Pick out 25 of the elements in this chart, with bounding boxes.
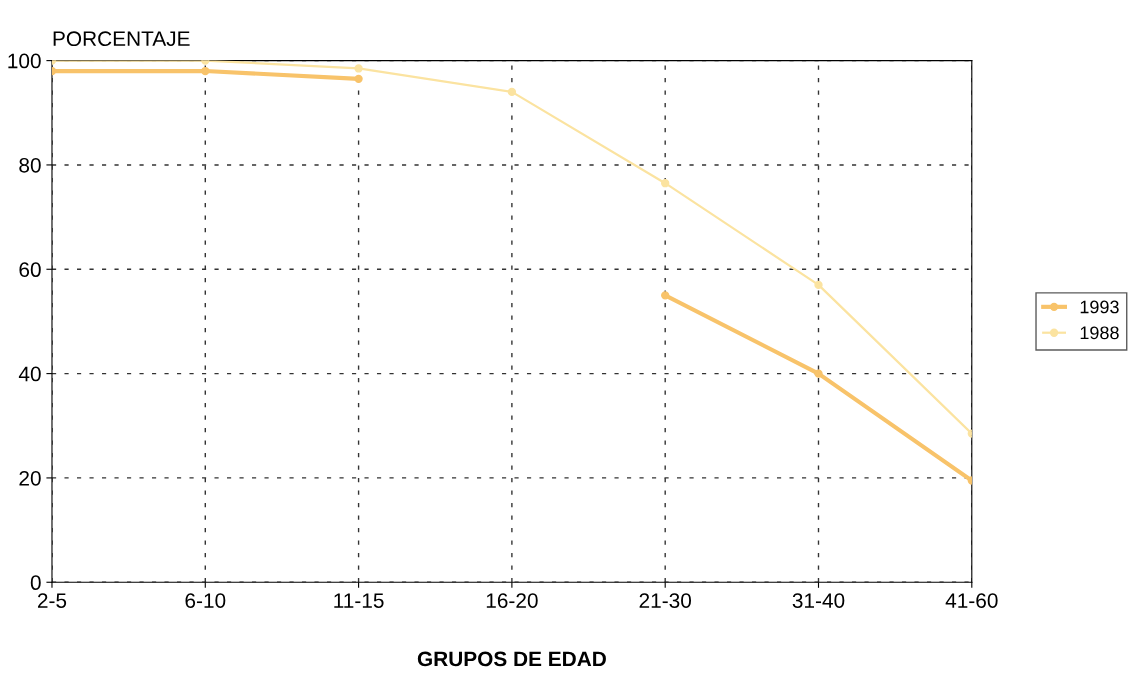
x-tick-label: 31-40 [792, 593, 845, 608]
point [507, 87, 517, 97]
x-axis-title: GRUPOS DE EDAD [417, 651, 606, 667]
point [201, 66, 210, 76]
x-tick-label: 21-30 [639, 593, 692, 608]
point [661, 291, 670, 300]
y-tick-label: 20 [19, 470, 41, 486]
x-tick-label: 41-60 [945, 593, 998, 608]
point [354, 74, 363, 84]
point [814, 280, 823, 290]
x-tick-label: 11-15 [334, 593, 384, 608]
y-tick-label: 60 [19, 262, 41, 278]
x-tick-label: 2-5 [37, 593, 67, 608]
x-tick-label: 6-10 [185, 593, 226, 608]
y-tick-label: 0 [30, 575, 41, 591]
point [354, 64, 363, 73]
y-tick-label: 80 [19, 157, 41, 173]
x-tick-label: 16-20 [486, 593, 538, 608]
y-axis-title: PORCENTAJE [53, 31, 190, 47]
point [661, 179, 670, 188]
legend-label: 1993 [1080, 300, 1119, 314]
point [814, 369, 823, 378]
y-tick-label: 40 [18, 366, 41, 382]
legend-label: 1988 [1080, 326, 1119, 340]
y-tick-label: 100 [8, 53, 41, 69]
